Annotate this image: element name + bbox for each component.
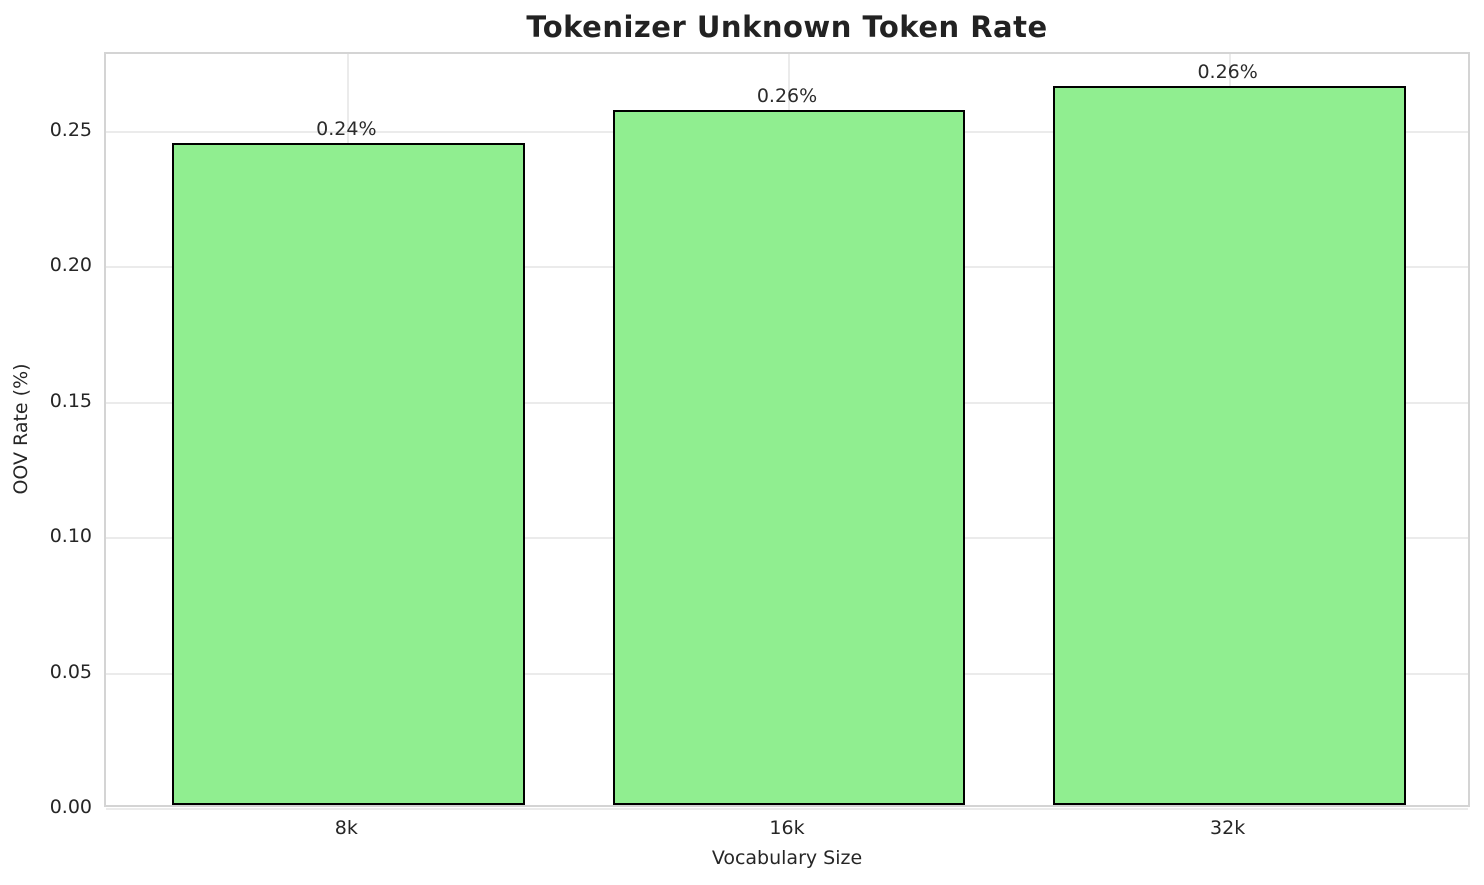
y-tick-label: 0.05 xyxy=(49,660,92,683)
y-tick-label: 0.00 xyxy=(49,796,92,818)
y-tick-label: 0.25 xyxy=(49,118,92,141)
bar-16k xyxy=(612,110,966,805)
y-tick-label: 0.15 xyxy=(49,389,92,412)
bar-value-label: 0.26% xyxy=(1197,60,1258,83)
bar-value-label: 0.24% xyxy=(316,117,377,140)
bar-32k xyxy=(1053,85,1406,805)
chart-title: Tokenizer Unknown Token Rate xyxy=(526,10,1048,44)
x-axis-title: Vocabulary Size xyxy=(711,847,863,869)
y-axis-title: OOV Rate (%) xyxy=(10,363,32,495)
bar-8k xyxy=(172,142,525,805)
y-tick-label: 0.20 xyxy=(49,254,92,277)
plot-area xyxy=(104,52,1470,810)
y-gridline xyxy=(106,808,1468,810)
x-tick-label: 16k xyxy=(769,817,805,839)
x-tick-label: 8k xyxy=(334,817,358,839)
x-tick-label: 32k xyxy=(1210,817,1246,839)
y-tick-label: 0.10 xyxy=(49,525,92,548)
bar-value-label: 0.26% xyxy=(756,85,818,108)
